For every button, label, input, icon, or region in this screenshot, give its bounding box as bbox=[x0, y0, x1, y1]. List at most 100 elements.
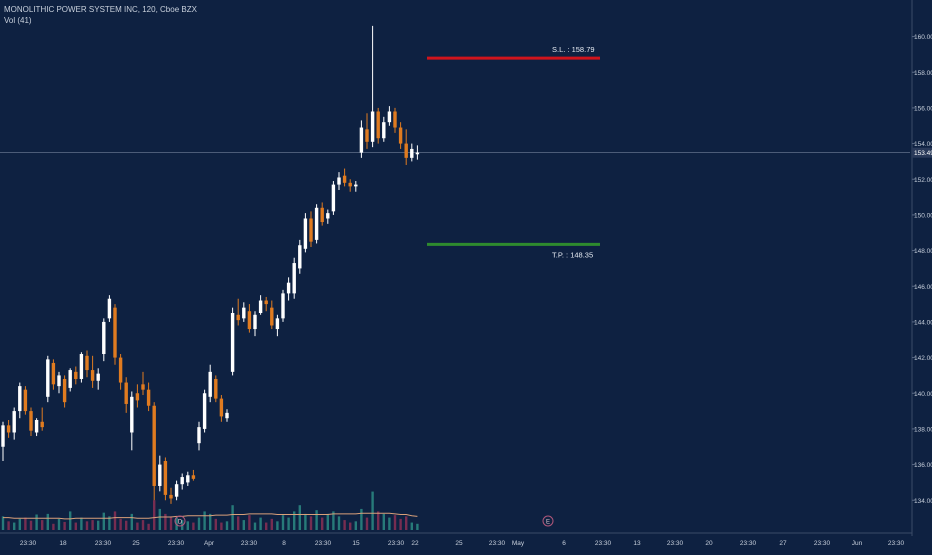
candle bbox=[270, 300, 274, 330]
time-tick-label: 27 bbox=[779, 540, 787, 547]
candle bbox=[214, 375, 218, 403]
time-tick-label: 23:30 bbox=[388, 540, 405, 547]
candle bbox=[74, 366, 78, 385]
time-tick-label: 23:30 bbox=[241, 540, 258, 547]
candle-body bbox=[12, 411, 16, 433]
candle-body bbox=[102, 321, 106, 355]
candle bbox=[130, 391, 134, 451]
candle-body bbox=[46, 359, 50, 397]
candle bbox=[158, 455, 162, 492]
candle bbox=[57, 371, 61, 394]
volume-bar bbox=[399, 518, 402, 530]
time-tick-label: 23:30 bbox=[20, 540, 37, 547]
volume-bar bbox=[332, 511, 335, 530]
volume-bar bbox=[265, 522, 268, 530]
volume-bar bbox=[41, 520, 44, 530]
candle-body bbox=[236, 314, 240, 321]
candle-body bbox=[68, 370, 72, 388]
candle bbox=[85, 350, 89, 378]
volume-bar bbox=[371, 491, 374, 530]
candle-body bbox=[230, 313, 235, 372]
volume-bar bbox=[29, 520, 33, 530]
candle-body bbox=[314, 207, 319, 240]
candle bbox=[303, 213, 308, 253]
candle bbox=[208, 364, 212, 403]
candle bbox=[365, 113, 369, 149]
symbol-title[interactable]: MONOLITHIC POWER SYSTEM INC, 120, Cboe B… bbox=[4, 5, 197, 14]
time-tick-label: May bbox=[512, 540, 525, 547]
volume-bar bbox=[153, 500, 156, 530]
candle-body bbox=[382, 122, 386, 139]
volume-bar bbox=[270, 518, 273, 530]
candle bbox=[113, 304, 117, 365]
volume-indicator-label[interactable]: Vol (41) bbox=[4, 16, 32, 25]
candle bbox=[236, 298, 240, 326]
time-tick-label: 15 bbox=[352, 540, 360, 547]
time-tick-label: 23:30 bbox=[595, 540, 612, 547]
time-tick-label: 25 bbox=[132, 540, 140, 547]
volume-bar bbox=[281, 515, 285, 530]
candle-body bbox=[359, 127, 364, 153]
candle-body bbox=[320, 207, 324, 223]
price-tick-label: 152.00 bbox=[914, 177, 932, 184]
candle-body bbox=[163, 461, 168, 495]
candle-body bbox=[247, 311, 252, 330]
candle-body bbox=[202, 393, 207, 429]
volume-bar bbox=[169, 516, 173, 530]
volume-bar bbox=[237, 516, 240, 530]
volume-bar bbox=[46, 513, 49, 530]
volume-bar bbox=[7, 521, 10, 530]
candle bbox=[230, 307, 235, 376]
candle bbox=[387, 106, 392, 126]
candle-body bbox=[208, 371, 212, 397]
price-tick-label: 134.00 bbox=[914, 498, 932, 505]
volume-bar bbox=[343, 520, 346, 530]
candle-body bbox=[23, 389, 28, 412]
time-axis[interactable]: 23:30 18 23:30 25 23:30 Apr 23:30 8 23:30 15 23:30… bbox=[0, 532, 912, 547]
time-tick-label: 23:30 bbox=[888, 540, 905, 547]
candle bbox=[247, 304, 252, 333]
candle-body bbox=[1, 425, 5, 447]
volume-bar bbox=[214, 518, 217, 530]
candle bbox=[376, 107, 380, 144]
candle bbox=[309, 211, 313, 248]
volume-bar bbox=[74, 522, 77, 530]
candle-body bbox=[348, 182, 352, 187]
candle-body bbox=[398, 127, 403, 144]
price-tick-label: 160.00 bbox=[914, 34, 932, 41]
volume-bar bbox=[125, 520, 128, 530]
candle-body bbox=[152, 405, 156, 486]
time-tick-label: 6 bbox=[562, 540, 566, 547]
candle-body bbox=[85, 355, 89, 371]
candle-body bbox=[51, 362, 56, 385]
candles-pane bbox=[0, 25, 910, 504]
candle-body bbox=[410, 148, 414, 158]
volume-bar bbox=[337, 516, 341, 530]
volume-bar bbox=[119, 518, 122, 530]
volume-bar bbox=[248, 515, 251, 530]
candle-body bbox=[214, 378, 218, 399]
volume-bar bbox=[298, 505, 301, 530]
candle bbox=[186, 471, 190, 486]
candle bbox=[141, 371, 145, 396]
volume-bar bbox=[69, 511, 72, 530]
candle-body bbox=[130, 396, 134, 433]
volume-bar bbox=[203, 511, 206, 530]
volume-bar bbox=[164, 513, 167, 530]
trade-levels[interactable]: S.L. : 158.79 T.P. : 148.35 bbox=[427, 45, 600, 259]
candle bbox=[326, 209, 330, 224]
candle-body bbox=[191, 475, 196, 479]
volume-bar bbox=[309, 516, 313, 530]
candle-body bbox=[292, 263, 296, 294]
price-axis[interactable]: 134.00 136.00 138.00 140.00 142.00 144.00 146.… bbox=[911, 0, 932, 536]
take-profit-label: T.P. : 148.35 bbox=[552, 250, 593, 259]
volume-bar bbox=[158, 508, 161, 530]
candle-body bbox=[331, 184, 336, 212]
event-marker[interactable]: E bbox=[542, 515, 554, 527]
volume-ma-line bbox=[3, 512, 418, 520]
candle-body bbox=[6, 425, 11, 433]
event-marker[interactable]: D bbox=[174, 515, 186, 527]
